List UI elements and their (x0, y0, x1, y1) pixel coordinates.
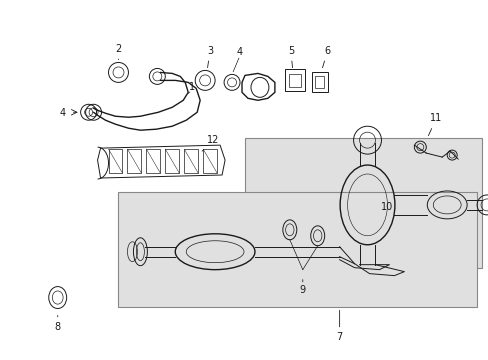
Text: 7: 7 (336, 310, 342, 342)
Bar (108, 149, 122, 173)
Text: 10: 10 (381, 202, 393, 212)
Text: 5: 5 (287, 45, 293, 68)
Text: 4: 4 (60, 108, 65, 118)
Bar (184, 149, 198, 173)
Text: 1: 1 (189, 82, 195, 93)
Text: 4: 4 (237, 48, 243, 58)
Bar (203, 149, 217, 173)
Text: 3: 3 (206, 45, 213, 68)
Text: 12: 12 (202, 135, 219, 151)
Text: 11: 11 (427, 113, 442, 136)
Text: 6: 6 (322, 45, 330, 68)
Bar (314, 76, 324, 88)
Bar (244, 138, 481, 268)
Bar (288, 74, 300, 87)
Text: 2: 2 (115, 44, 122, 60)
Bar (146, 149, 160, 173)
Bar (118, 192, 476, 306)
Bar (311, 72, 327, 92)
Text: 8: 8 (55, 315, 61, 332)
Bar (165, 149, 179, 173)
Bar (285, 69, 304, 91)
Polygon shape (98, 145, 224, 178)
Text: 9: 9 (299, 280, 305, 294)
Bar (127, 149, 141, 173)
